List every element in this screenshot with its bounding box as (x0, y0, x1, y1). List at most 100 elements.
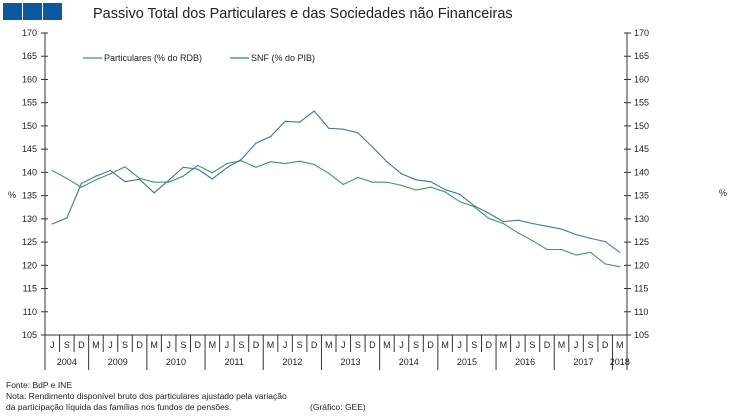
x-tick-label: J (225, 340, 230, 350)
y-tick-label-left: 155 (22, 98, 37, 108)
y-tick-label-left: 160 (22, 74, 37, 84)
x-tick-label: J (341, 340, 346, 350)
data-point (255, 142, 257, 144)
data-point (619, 266, 621, 268)
data-point (168, 179, 170, 181)
x-tick-label: D (486, 340, 493, 350)
y-tick-label-right: 135 (634, 191, 649, 201)
year-label: 2011 (224, 357, 243, 367)
x-tick-label: J (457, 340, 462, 350)
data-point (604, 263, 606, 265)
y-tick-label-left: 135 (22, 191, 37, 201)
footnote-line2: da participação líquida das famílias nos… (6, 402, 232, 412)
data-point (269, 136, 272, 138)
data-point (269, 161, 272, 163)
data-point (255, 166, 257, 168)
data-point (531, 222, 534, 225)
y-tick-label-left: 140 (22, 167, 37, 177)
y-tick-label-left: 130 (22, 214, 37, 224)
x-tick-label: D (369, 340, 376, 350)
y-tick-label-left: 145 (22, 144, 37, 154)
y-tick-label-left: 110 (23, 307, 37, 317)
x-tick-label: M (150, 340, 158, 350)
y-tick-label-right: 110 (634, 307, 648, 317)
logo-square (23, 3, 42, 20)
series-line-snf (52, 110, 621, 253)
y-tick-label-right: 170 (634, 28, 649, 38)
y-tick-label-right: 130 (634, 214, 649, 224)
series-line-particulares (52, 160, 620, 268)
y-tick-label-left: 105 (22, 330, 37, 340)
data-point (560, 228, 563, 230)
x-tick-label: S (238, 340, 244, 350)
data-point (211, 178, 213, 180)
y-tick-label-left: 165 (22, 51, 37, 61)
data-point (400, 173, 403, 175)
y-tick-label-right: 115 (634, 284, 648, 294)
x-tick-label: S (588, 340, 594, 350)
x-tick-label: S (180, 340, 186, 350)
data-point (313, 163, 315, 166)
x-tick-label: M (325, 340, 333, 350)
year-label: 2016 (515, 357, 535, 367)
data-point (488, 217, 490, 219)
x-tick-label: M (383, 340, 391, 350)
x-tick-label: D (427, 340, 434, 350)
x-tick-label: M (267, 340, 275, 350)
year-label: 2010 (166, 357, 186, 367)
year-label: 2017 (573, 357, 593, 367)
data-point (51, 223, 53, 225)
x-tick-label: S (529, 340, 535, 350)
data-point (328, 127, 330, 129)
x-tick-label: J (108, 340, 113, 350)
data-point (95, 175, 97, 177)
data-point (80, 186, 82, 188)
y-tick-label-right: 150 (634, 121, 649, 131)
data-point (502, 222, 504, 225)
data-point (197, 164, 199, 167)
year-label: 2015 (457, 357, 477, 367)
data-point (342, 183, 344, 186)
y-tick-label-left: 125 (22, 237, 37, 247)
data-point (66, 177, 68, 180)
data-point (517, 232, 519, 234)
chart-title: Passivo Total dos Particulares e das Soc… (93, 6, 513, 22)
x-tick-label: J (283, 340, 288, 350)
x-tick-label: J (574, 340, 579, 350)
data-point (473, 205, 475, 207)
data-point (459, 201, 461, 203)
y-axis-label-right: % (719, 188, 727, 198)
x-tick-label: J (50, 340, 55, 350)
x-tick-label: D (253, 340, 260, 350)
y-tick-label-right: 140 (634, 167, 649, 177)
x-tick-label: D (602, 340, 609, 350)
data-point (109, 169, 112, 172)
x-tick-label: J (516, 340, 521, 350)
data-point (328, 172, 330, 174)
data-point (95, 179, 97, 181)
data-point (459, 193, 461, 195)
data-point (51, 169, 53, 172)
data-point (138, 177, 141, 180)
x-tick-label: M (558, 340, 566, 350)
data-point (168, 181, 170, 183)
data-point (197, 168, 199, 170)
logo-square (43, 3, 62, 20)
y-tick-label-left: 120 (22, 260, 37, 270)
x-tick-label: M (441, 340, 449, 350)
data-point (386, 161, 388, 163)
data-point (342, 128, 344, 130)
y-tick-label-right: 120 (634, 260, 649, 270)
x-tick-label: J (399, 340, 404, 350)
x-tick-label: S (297, 340, 303, 350)
data-point (357, 132, 359, 134)
data-point (531, 240, 534, 242)
year-label: 2013 (341, 357, 361, 367)
data-point (590, 237, 592, 239)
data-point (299, 121, 301, 123)
y-tick-label-right: 165 (634, 51, 649, 61)
data-point (575, 254, 577, 256)
x-tick-label: M (500, 340, 508, 350)
data-point (502, 221, 504, 223)
data-point (371, 181, 373, 183)
